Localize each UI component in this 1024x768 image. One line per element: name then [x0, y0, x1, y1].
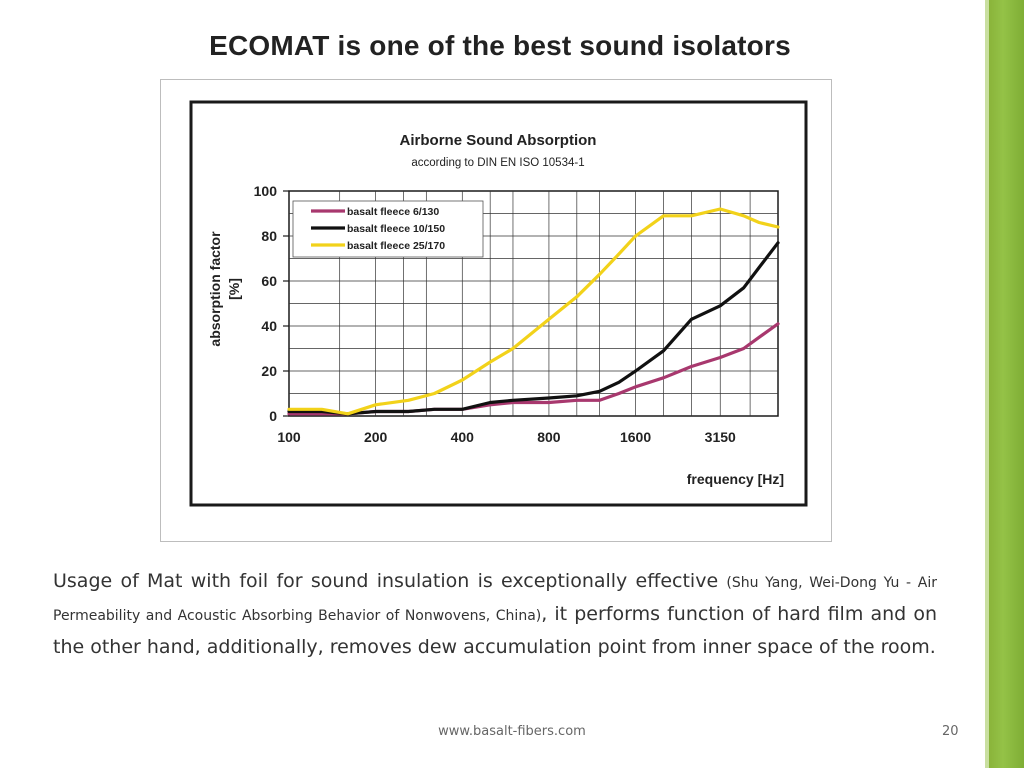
series-line-2	[287, 241, 780, 416]
x-tick-label: 100	[277, 429, 301, 445]
legend-label: basalt fleece 10/150	[347, 223, 445, 235]
body-main-text: Usage of Mat with foil for sound insulat…	[53, 570, 727, 592]
y-axis-label-line2: [%]	[226, 278, 242, 300]
y-tick-label: 80	[261, 228, 277, 244]
chart-legend: basalt fleece 6/130 basalt fleece 10/150 b…	[292, 200, 484, 258]
x-axis-label: frequency [Hz]	[687, 471, 784, 487]
x-tick-label: 400	[451, 429, 475, 445]
page-number: 20	[942, 724, 959, 739]
plot-lines	[287, 207, 780, 416]
x-tick-label: 3150	[705, 429, 736, 445]
side-accent-bar	[989, 0, 1024, 768]
chart-subtitle: according to DIN EN ISO 10534-1	[411, 157, 584, 169]
legend-label: basalt fleece 25/170	[347, 240, 445, 252]
axis-labels: 0 20 40 60 80 100 100 200 400 800 1600 3150	[254, 183, 736, 445]
slide-title: ECOMAT is one of the best sound isolator…	[209, 30, 791, 61]
body-citation: (Shu Yang, Wei-Dong Yu - Air Permeabilit…	[53, 575, 937, 624]
x-tick-label: 800	[537, 429, 561, 445]
legend-label: basalt fleece 6/130	[347, 206, 439, 218]
x-tick-label: 200	[364, 429, 388, 445]
chart-title: Airborne Sound Absorption	[400, 132, 597, 149]
y-tick-label: 60	[261, 273, 277, 289]
body-paragraph: Usage of Mat with foil for sound insulat…	[53, 566, 937, 663]
y-axis-label-line1: absorption factor	[207, 231, 223, 347]
side-accent-edge	[985, 0, 989, 768]
chart-frame: Airborne Sound Absorption according to D…	[160, 79, 832, 542]
absorption-chart: Airborne Sound Absorption according to D…	[189, 100, 808, 507]
footer-url: www.basalt-fibers.com	[438, 724, 586, 739]
body-tail-text: , it performs function of hard film and …	[53, 603, 937, 658]
y-tick-label: 40	[261, 318, 277, 334]
y-tick-label: 20	[261, 363, 277, 379]
series-line-3	[287, 207, 780, 416]
x-tick-label: 1600	[620, 429, 651, 445]
y-tick-label: 100	[254, 183, 278, 199]
y-tick-label: 0	[269, 408, 277, 424]
